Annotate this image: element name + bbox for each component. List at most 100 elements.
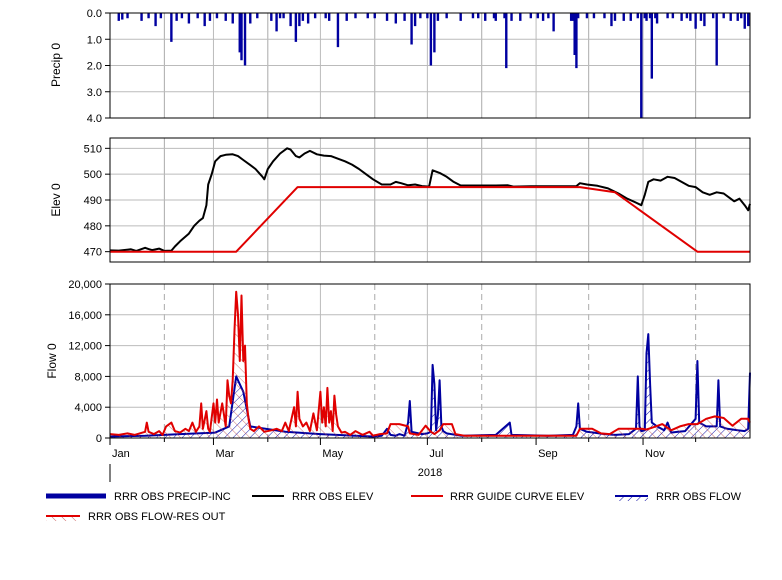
rrr-obs-precip-inc-bar [689, 13, 692, 21]
rrr-obs-precip-inc-bar [270, 13, 273, 21]
rrr-obs-precip-inc-bar [256, 13, 259, 19]
elev-panel: 470 480 490 500 510 Elev 0 [49, 137, 751, 263]
legend-item-precip: RRR OBS PRECIP-INC [46, 491, 231, 503]
legend-hatch-resout [46, 516, 80, 521]
rrr-obs-precip-inc-bar [636, 13, 639, 19]
rrr-obs-precip-inc-bar [610, 13, 613, 27]
elev-tick-label: 470 [84, 247, 102, 259]
rrr-obs-precip-inc-bar [547, 13, 550, 19]
rrr-obs-precip-inc-bar [654, 13, 657, 19]
legend-item-guide: RRR GUIDE CURVE ELEV [411, 491, 585, 503]
rrr-obs-precip-inc-bar [175, 13, 178, 21]
rrr-obs-precip-inc-bar [494, 13, 497, 21]
rrr-obs-precip-inc-bar [445, 13, 448, 19]
rrr-obs-precip-inc-bar [729, 13, 732, 21]
rrr-obs-precip-inc-bar [743, 13, 746, 29]
rrr-obs-precip-inc-bar [313, 13, 317, 19]
rrr-obs-precip-inc-bar [685, 13, 689, 19]
precip-y-ticks: 0.0 1.0 2.0 3.0 4.0 [87, 8, 110, 125]
rrr-obs-precip-inc-bar [180, 13, 184, 19]
rrr-obs-precip-inc-bar [117, 13, 120, 21]
rrr-obs-precip-inc-bar [385, 13, 389, 21]
precip-panel: 0.0 1.0 2.0 3.0 4.0 Precip 0 [49, 8, 751, 125]
legend-label-guide: RRR GUIDE CURVE ELEV [450, 491, 585, 503]
rrr-obs-precip-inc-bar [394, 13, 398, 24]
rrr-obs-precip-inc-bar [240, 13, 243, 61]
precip-tick-label: 4.0 [87, 113, 102, 125]
elev-tick-label: 510 [84, 143, 102, 155]
rrr-obs-precip-inc-bar [671, 13, 675, 19]
rrr-obs-precip-inc-bar [275, 13, 278, 32]
elev-y-label: Elev 0 [49, 183, 63, 217]
rrr-obs-precip-inc-bar [373, 13, 376, 19]
rrr-obs-precip-inc-bar [403, 13, 406, 21]
rrr-guide-curve-elev-line [110, 186, 750, 253]
rrr-obs-precip-inc-bar [126, 13, 129, 19]
precip-y-label: Precip 0 [49, 43, 63, 87]
flow-tick-label: 16,000 [68, 310, 102, 322]
precip-tick-label: 0.0 [87, 8, 102, 20]
rrr-obs-precip-inc-bar [170, 13, 173, 42]
rrr-obs-precip-inc-bar [433, 13, 436, 53]
x-tick-label: Sep [538, 448, 558, 460]
rrr-obs-precip-inc-bar [694, 13, 697, 29]
rrr-obs-precip-inc-bar [154, 13, 157, 27]
rrr-obs-precip-inc-bar [336, 13, 340, 48]
flow-lines [109, 290, 751, 438]
rrr-obs-precip-inc-bar [298, 13, 301, 27]
rrr-obs-precip-inc-bar [187, 13, 191, 24]
rrr-obs-precip-inc-bar [159, 13, 163, 19]
rrr-obs-precip-inc-bar [715, 13, 718, 66]
rrr-obs-precip-inc-bar [592, 13, 596, 19]
rrr-obs-precip-inc-bar [327, 13, 331, 21]
precip-tick-label: 1.0 [87, 34, 102, 46]
flow-y-ticks: 0 4,000 8,000 12,000 16,000 20,000 [68, 279, 110, 445]
rrr-obs-precip-inc-bar [231, 13, 234, 24]
rrr-obs-precip-inc-bar [510, 13, 513, 21]
rrr-obs-precip-inc-bar [505, 13, 508, 69]
rrr-obs-precip-inc-bar [413, 13, 417, 27]
flow-frame [109, 283, 751, 439]
rrr-obs-precip-inc-bar [215, 13, 219, 19]
rrr-obs-precip-inc-bar [306, 13, 310, 24]
x-tick-label: May [322, 448, 343, 460]
rrr-obs-precip-inc-bar [429, 13, 433, 66]
rrr-obs-precip-inc-bar [722, 13, 725, 19]
rrr-obs-precip-inc-bar [613, 13, 617, 21]
elev-frame [109, 137, 751, 263]
rrr-obs-precip-inc-bar [147, 13, 150, 19]
rrr-obs-precip-inc-bar [294, 13, 298, 42]
rrr-obs-precip-inc-bar [736, 13, 739, 21]
rrr-obs-precip-inc-bar [699, 13, 703, 21]
rrr-obs-precip-inc-bar [569, 13, 573, 21]
rrr-obs-precip-inc-bar [410, 13, 413, 45]
rrr-obs-precip-inc-bar [121, 13, 124, 20]
rrr-obs-precip-inc-bar [471, 13, 475, 19]
rrr-obs-precip-inc-bar [503, 13, 506, 19]
rrr-obs-precip-inc-bar [711, 13, 715, 19]
rrr-obs-precip-inc-bar [640, 13, 643, 118]
legend-item-elev: RRR OBS ELEV [252, 491, 374, 503]
precip-bars [117, 13, 750, 118]
rrr-obs-precip-inc-bar [650, 13, 654, 79]
rrr-obs-precip-inc-bar [629, 13, 632, 21]
x-year-label: 2018 [418, 467, 442, 479]
rrr-obs-elev-line [109, 147, 751, 252]
x-tick-label: Mar [215, 448, 234, 460]
legend: RRR OBS PRECIP-INC RRR OBS ELEV RRR GUID… [46, 491, 742, 523]
precip-tick-label: 2.0 [87, 61, 102, 73]
precip-frame [109, 12, 751, 119]
rrr-obs-precip-inc-bar [529, 13, 533, 19]
rrr-obs-precip-inc-bar [301, 13, 305, 21]
legend-item-flow: RRR OBS FLOW [615, 491, 742, 503]
rrr-obs-precip-inc-bar [203, 13, 206, 27]
rrr-obs-precip-inc-bar [571, 13, 575, 21]
rrr-obs-flow-res-out-area [110, 291, 750, 438]
rrr-obs-precip-inc-bar [573, 13, 576, 55]
rrr-obs-precip-inc-bar [419, 13, 422, 19]
rrr-obs-precip-inc-bar [603, 13, 606, 19]
rrr-obs-precip-inc-bar [643, 13, 646, 19]
x-tick-label: Jan [112, 448, 130, 460]
rrr-obs-precip-inc-bar [354, 13, 357, 19]
rrr-obs-precip-inc-bar [645, 13, 648, 21]
